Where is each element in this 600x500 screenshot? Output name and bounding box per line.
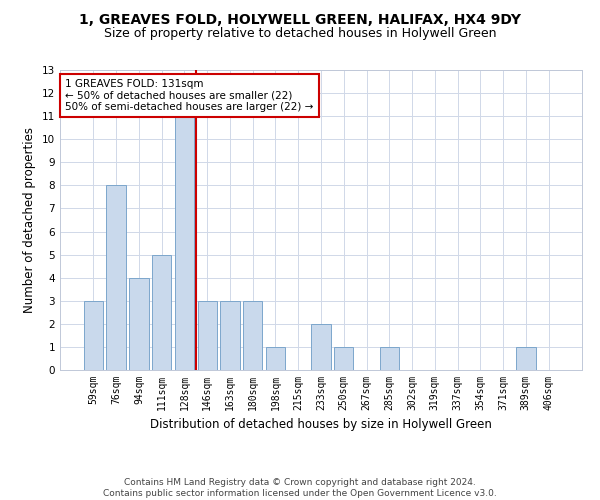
Bar [175,116,194,370]
Bar [243,301,262,370]
Bar [106,186,126,370]
Text: 1 GREAVES FOLD: 131sqm
← 50% of detached houses are smaller (22)
50% of semi-det: 1 GREAVES FOLD: 131sqm ← 50% of detached… [65,79,314,112]
Bar [129,278,149,370]
Bar [266,347,285,370]
Bar [220,301,239,370]
Bar [516,347,536,370]
X-axis label: Distribution of detached houses by size in Holywell Green: Distribution of detached houses by size … [150,418,492,432]
Text: 1, GREAVES FOLD, HOLYWELL GREEN, HALIFAX, HX4 9DY: 1, GREAVES FOLD, HOLYWELL GREEN, HALIFAX… [79,12,521,26]
Bar [197,301,217,370]
Bar [84,301,103,370]
Bar [380,347,399,370]
Bar [152,254,172,370]
Bar [311,324,331,370]
Y-axis label: Number of detached properties: Number of detached properties [23,127,37,313]
Text: Size of property relative to detached houses in Holywell Green: Size of property relative to detached ho… [104,28,496,40]
Text: Contains HM Land Registry data © Crown copyright and database right 2024.
Contai: Contains HM Land Registry data © Crown c… [103,478,497,498]
Bar [334,347,353,370]
